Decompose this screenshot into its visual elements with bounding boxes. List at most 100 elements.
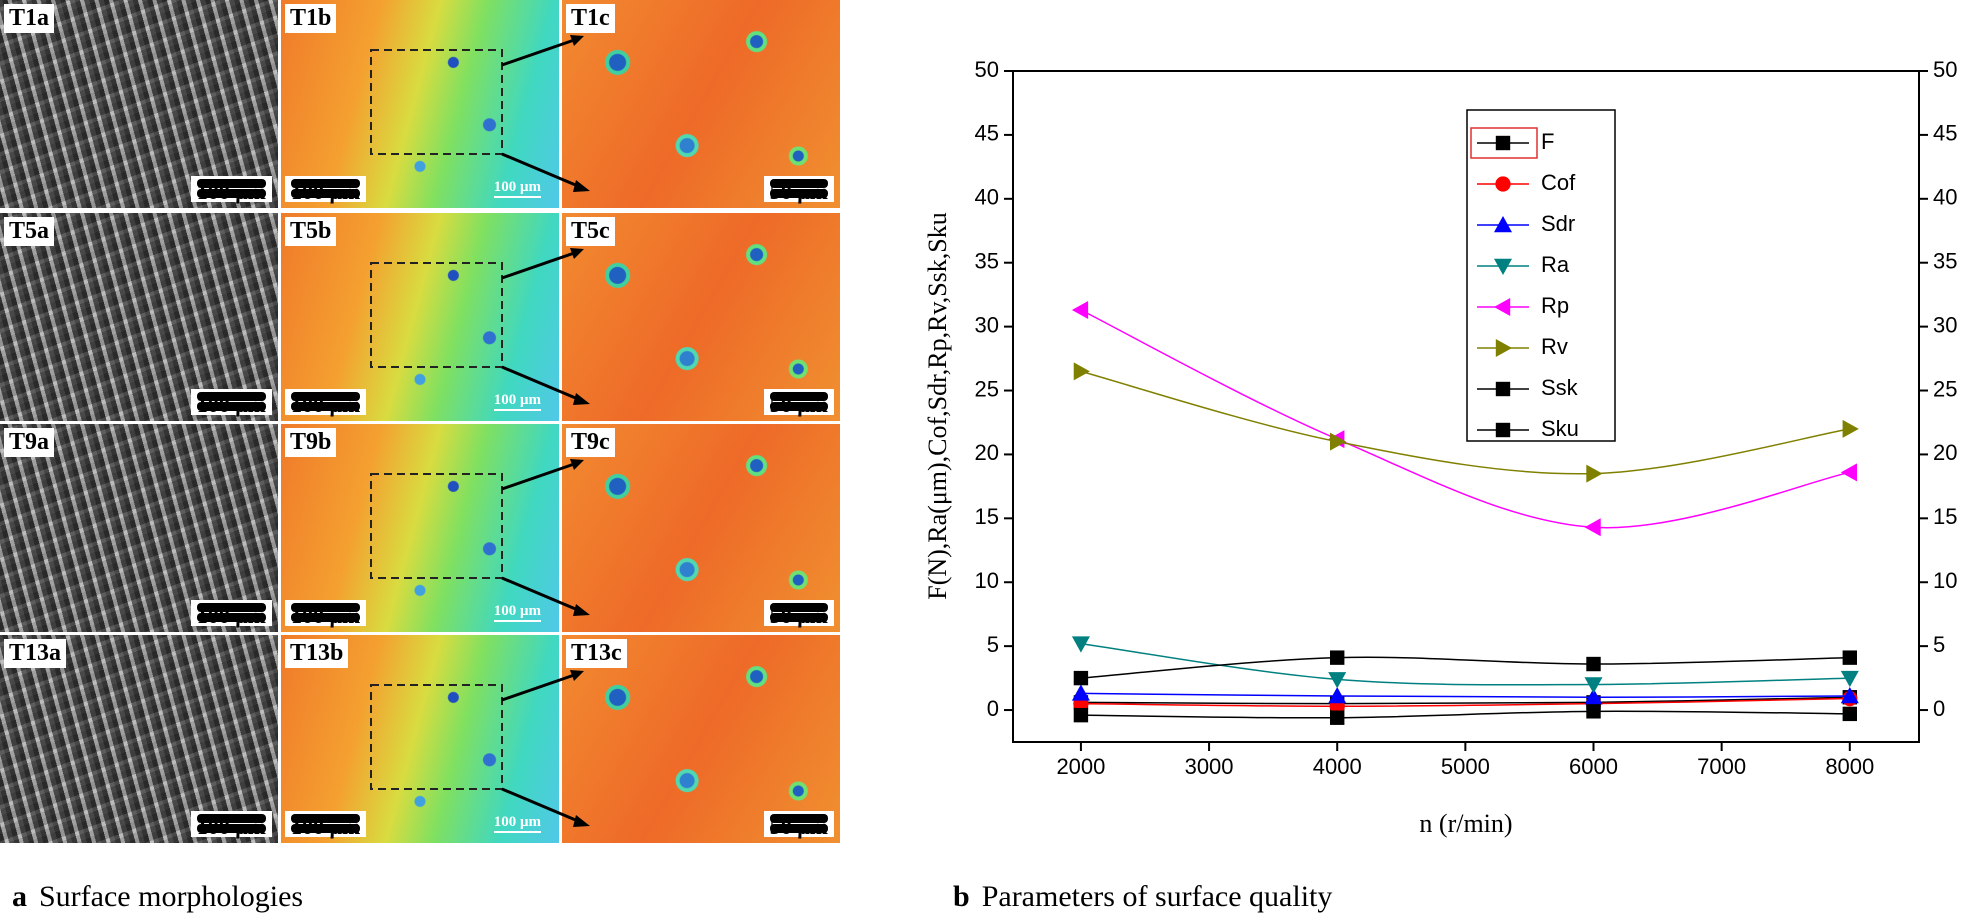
x-tick-label: 3000: [1185, 754, 1234, 779]
scale-bar: 100 μm: [190, 811, 272, 839]
legend-marker: [1494, 258, 1512, 275]
y-tick-label: 45: [975, 121, 999, 146]
plot-frame: [1012, 70, 1920, 743]
scale-bar: 100 μm: [190, 176, 272, 204]
scale-line: [769, 189, 828, 198]
micrograph: T13c 50 μm: [562, 635, 840, 843]
series-line: [1080, 370, 1850, 475]
panel-label: T5a: [4, 217, 55, 246]
series-line: [1080, 692, 1850, 699]
y-tick-label: 35: [975, 249, 999, 274]
marker: [1586, 656, 1601, 672]
arrow-head: [570, 35, 584, 46]
inset-scale: 100 μm: [493, 179, 541, 198]
inset-scale: 100 μm: [493, 392, 541, 411]
marker: [1840, 686, 1859, 704]
scale-line: [196, 613, 266, 622]
y-tick-label: 50: [975, 57, 999, 82]
arrow-head: [573, 180, 590, 192]
zoom-arrow: [501, 36, 581, 67]
scale-bar: 100 μm: [285, 389, 367, 417]
legend-highlight: [1470, 127, 1538, 159]
micrograph: T1c 50 μm: [562, 0, 840, 208]
zoom-box: [370, 473, 503, 579]
scale-bar: 100 μm: [190, 389, 272, 417]
marker: [1584, 677, 1603, 694]
legend-marker: [1495, 176, 1511, 192]
series-line: [1080, 696, 1850, 705]
caption-letter: a: [12, 880, 27, 913]
y2-tick-label: 0: [1933, 696, 1945, 721]
y-tick-label: 25: [975, 376, 999, 401]
series-line: [1080, 642, 1850, 686]
zoom-box: [370, 49, 503, 155]
marker: [1842, 419, 1859, 438]
arrow-head: [570, 670, 584, 681]
inset-scale: 100 μm: [493, 603, 541, 622]
micrograph: T5a 100 μm: [0, 213, 278, 421]
scale-bar: 50 μm: [763, 811, 834, 839]
panel-label: T5b: [285, 217, 337, 246]
caption-letter: b: [953, 880, 970, 913]
y2-tick-label: 45: [1933, 121, 1957, 146]
arrow-head: [573, 604, 590, 616]
y2-tick-label: 25: [1933, 376, 1957, 401]
marker: [1071, 301, 1089, 320]
caption: b Parameters of surface quality: [953, 880, 1332, 914]
y-tick-label: 0: [987, 696, 999, 721]
zoom-box: [370, 262, 503, 368]
arrow-head: [570, 459, 584, 470]
scale-bar: 100 μm: [285, 176, 367, 204]
micrograph: T5b 100 μm 100 μm: [281, 213, 559, 421]
legend-label: F: [1541, 129, 1554, 154]
marker: [1586, 464, 1603, 483]
y-tick-label: 30: [975, 312, 999, 337]
legend-marker: [1495, 422, 1511, 438]
x-tick-label: 5000: [1441, 754, 1490, 779]
panel-label: T9c: [566, 428, 615, 457]
marker: [1073, 670, 1089, 686]
zoom-arrow: [501, 576, 586, 615]
y2-tick-label: 5: [1933, 632, 1945, 657]
x-axis-label: n (r/min): [1419, 809, 1512, 838]
legend-label: Rv: [1541, 334, 1568, 359]
marker: [1842, 706, 1858, 722]
panel-label: T9b: [285, 428, 337, 457]
marker: [1073, 707, 1089, 723]
scale-bar: 50 μm: [763, 600, 834, 628]
y2-tick-label: 20: [1933, 440, 1957, 465]
scale-bar: 100 μm: [190, 600, 272, 628]
zoom-arrow: [501, 460, 581, 491]
y2-tick-label: 15: [1933, 504, 1957, 529]
panel-label: T9a: [4, 428, 55, 457]
x-tick-label: 8000: [1825, 754, 1874, 779]
marker: [1328, 672, 1347, 689]
panel-label: T5c: [566, 217, 615, 246]
legend-label: Ssk: [1541, 375, 1579, 400]
series-line: [1080, 697, 1850, 707]
y-axis-label: F(N),Ra(μm),Cof,Sdr,Rp,Rv,Ssk,Sku: [923, 212, 952, 600]
legend-label: Rp: [1541, 293, 1569, 318]
micrograph: T1a 100 μm: [0, 0, 278, 208]
marker: [1584, 688, 1603, 705]
y2-tick-label: 30: [1933, 312, 1957, 337]
y2-tick-label: 10: [1933, 568, 1957, 593]
legend-marker: [1494, 216, 1512, 233]
series-line: [1080, 309, 1850, 529]
legend-label: Cof: [1541, 170, 1576, 195]
legend-box: [1466, 109, 1616, 442]
y-tick-label: 20: [975, 440, 999, 465]
y-tick-label: 5: [987, 632, 999, 657]
scale-bar: 100 μm: [285, 811, 367, 839]
legend-label: Sdr: [1541, 211, 1575, 236]
arrow-head: [570, 248, 584, 259]
scale-line: [769, 402, 828, 411]
zoom-arrow: [501, 152, 586, 191]
scale-line: [196, 189, 266, 198]
scale-line: [196, 402, 266, 411]
y-tick-label: 15: [975, 504, 999, 529]
scale-line: [291, 613, 361, 622]
legend-marker: [1495, 135, 1511, 151]
marker: [1071, 636, 1090, 653]
